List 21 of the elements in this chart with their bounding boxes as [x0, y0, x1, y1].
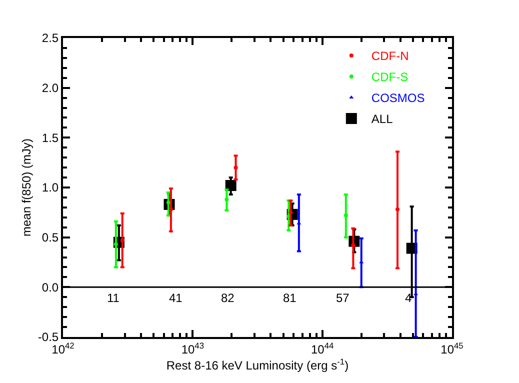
- y-tick-label: 2.5: [42, 31, 59, 46]
- legend-label: COSMOS: [371, 91, 425, 106]
- y-tick-label: 1.0: [42, 180, 59, 195]
- x-tick-label: 10$^{43}$: [181, 340, 204, 356]
- legend-label: CDF-N: [371, 49, 409, 64]
- y-tick-label: 0.5: [42, 230, 59, 245]
- annotation: 81: [283, 291, 297, 305]
- legend-label: CDF-S: [371, 70, 408, 84]
- y-axis-title: mean f(850) (mJy): [20, 138, 34, 237]
- y-tick-label: 0.0: [42, 280, 59, 294]
- x-tick-label: 10$^{45}$: [440, 340, 464, 356]
- y-tick-label: 1.5: [42, 130, 59, 145]
- x-axis-title: Rest 8-16 keV Luminosity (erg s$^{-1}$): [166, 356, 349, 372]
- annotation: 4: [405, 291, 412, 305]
- annotation: 57: [336, 291, 350, 305]
- annotation: 41: [169, 291, 183, 305]
- x-tick-label: 10$^{44}$: [310, 340, 334, 356]
- legend-label: ALL: [371, 112, 394, 126]
- annotation: 82: [221, 291, 235, 305]
- annotation: 11: [107, 291, 120, 305]
- y-tick-label: 2.0: [42, 81, 59, 96]
